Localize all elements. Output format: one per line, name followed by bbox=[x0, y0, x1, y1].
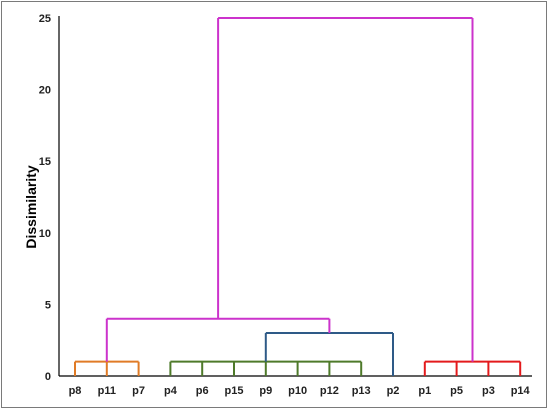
leaf-label-p7: p7 bbox=[132, 385, 145, 397]
leaf-label-p9: p9 bbox=[259, 385, 272, 397]
leaf-label-p1: p1 bbox=[418, 385, 431, 397]
leaf-label-p12: p12 bbox=[320, 385, 339, 397]
leaf-label-p11: p11 bbox=[98, 385, 116, 397]
leaf-label-p3: p3 bbox=[482, 385, 495, 397]
y-tick-label: 0 bbox=[45, 371, 51, 383]
leaf-label-p15: p15 bbox=[225, 385, 244, 397]
y-tick-label: 25 bbox=[39, 13, 51, 25]
leaf-label-p5: p5 bbox=[450, 385, 463, 397]
axes bbox=[58, 16, 532, 377]
leaf-label-p13: p13 bbox=[352, 385, 371, 397]
leaf-label-p14: p14 bbox=[511, 385, 531, 397]
leaf-label-p2: p2 bbox=[387, 385, 400, 397]
leaf-label-p6: p6 bbox=[196, 385, 209, 397]
y-tick-labels: 0 5 10 15 20 25 bbox=[39, 13, 51, 383]
leaf-label-p10: p10 bbox=[288, 385, 307, 397]
link-1 bbox=[74, 360, 140, 376]
link-2 bbox=[169, 360, 363, 376]
y-tick-label: 20 bbox=[39, 85, 51, 97]
leaf-label-p8: p8 bbox=[69, 385, 82, 397]
x-tick-labels: p8 p11 p7 p4 p6 p15 p9 p10 p12 p13 p2 p1 p5 p3 p14 bbox=[69, 385, 531, 397]
y-axis-label: Dissimilarity bbox=[23, 165, 39, 248]
y-tick-label: 15 bbox=[39, 156, 51, 168]
link-5 bbox=[105, 317, 331, 362]
leaf-label-p4: p4 bbox=[164, 385, 178, 397]
dendrogram-links bbox=[74, 17, 522, 376]
y-tick-label: 5 bbox=[45, 299, 51, 311]
y-tick-label: 10 bbox=[39, 228, 51, 240]
link-3 bbox=[423, 360, 522, 376]
link-6 bbox=[217, 17, 474, 362]
